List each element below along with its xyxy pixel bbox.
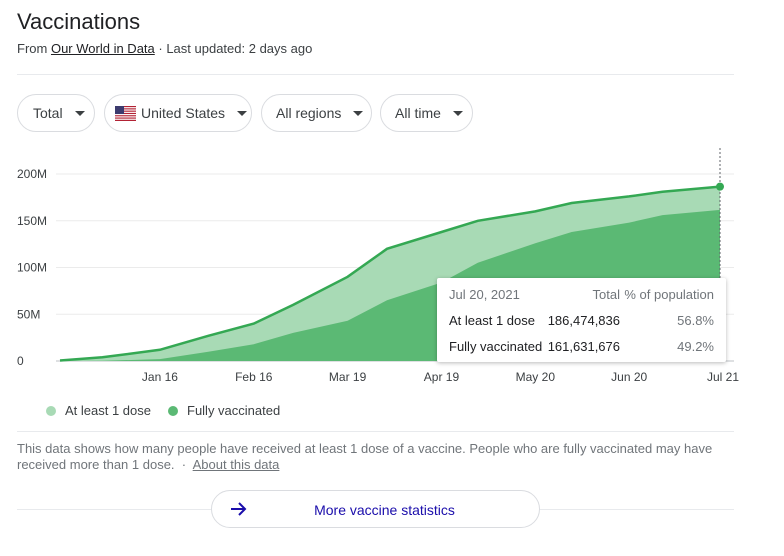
- tooltip-row-total: 186,474,836: [547, 313, 620, 328]
- x-tick-label: Jul 21: [707, 370, 739, 384]
- description-separator: ·: [181, 457, 187, 472]
- metric-dropdown-label: Total: [33, 105, 63, 121]
- y-tick-label: 150M: [17, 214, 47, 228]
- region-dropdown[interactable]: All regions: [261, 94, 372, 132]
- tooltip-row-pct: 56.8%: [677, 313, 714, 328]
- source-link[interactable]: Our World in Data: [50, 41, 155, 56]
- y-tick-label: 100M: [17, 261, 47, 275]
- legend-dot-icon: [168, 405, 178, 416]
- tooltip-row-total: 161,631,676: [547, 339, 620, 354]
- time-range-dropdown[interactable]: All time: [380, 94, 473, 132]
- region-dropdown-label: All regions: [276, 105, 342, 121]
- legend-label: Fully vaccinated: [187, 403, 281, 418]
- tooltip-total-header: Total: [592, 287, 620, 302]
- more-button-label: More vaccine statistics: [314, 502, 455, 518]
- x-tick-label: Jun 20: [611, 370, 647, 384]
- legend-item-full[interactable]: Fully vaccinated: [168, 403, 280, 418]
- y-tick-label: 50M: [17, 307, 40, 321]
- tooltip-date: Jul 20, 2021: [449, 287, 520, 302]
- tooltip-row-pct: 49.2%: [677, 339, 714, 354]
- country-dropdown-label: United States: [141, 105, 226, 121]
- arrow-right-icon: [231, 502, 247, 516]
- chart-legend: At least 1 dose Fully vaccinated: [46, 403, 297, 418]
- y-tick-label: 0: [17, 354, 24, 368]
- series-line-dose1: [59, 185, 721, 362]
- header-divider: [17, 74, 734, 75]
- data-description: This data shows how many people have rec…: [17, 441, 732, 473]
- time-range-dropdown-label: All time: [395, 105, 441, 121]
- legend-dot-icon: [46, 405, 56, 416]
- y-tick-label: 200M: [17, 167, 47, 181]
- page-title: Vaccinations: [17, 9, 141, 34]
- legend-label: At least 1 dose: [65, 403, 151, 418]
- metric-dropdown[interactable]: Total: [17, 94, 95, 132]
- tooltip-header: Jul 20, 2021 Total % of population: [449, 287, 714, 307]
- chart-tooltip: Jul 20, 2021 Total % of population At le…: [437, 278, 726, 362]
- legend-item-dose1[interactable]: At least 1 dose: [46, 403, 151, 418]
- x-tick-label: Feb 16: [235, 370, 273, 384]
- tooltip-row-label: Fully vaccinated: [449, 339, 543, 354]
- x-tick-label: Mar 19: [329, 370, 367, 384]
- description-text: This data shows how many people have rec…: [17, 441, 713, 472]
- about-data-link[interactable]: About this data: [192, 457, 280, 472]
- more-vaccine-statistics-button[interactable]: More vaccine statistics: [211, 490, 540, 528]
- x-tick-label: Apr 19: [424, 370, 460, 384]
- chevron-down-icon: [353, 110, 364, 116]
- chevron-down-icon: [237, 110, 248, 116]
- tooltip-row-dose1: At least 1 dose 186,474,836 56.8%: [449, 313, 714, 333]
- tooltip-row-full: Fully vaccinated 161,631,676 49.2%: [449, 339, 714, 359]
- source-prefix: From: [17, 41, 48, 56]
- us-flag-icon: [115, 105, 136, 121]
- country-dropdown[interactable]: United States: [104, 94, 252, 132]
- source-line: From Our World in Data · Last updated: 2…: [17, 41, 312, 56]
- chevron-down-icon: [74, 110, 85, 116]
- tooltip-pct-header: % of population: [624, 287, 714, 302]
- last-updated: · Last updated: 2 days ago: [158, 41, 313, 56]
- tooltip-row-label: At least 1 dose: [449, 313, 535, 328]
- hover-point: [716, 182, 724, 191]
- legend-divider: [17, 431, 734, 432]
- chevron-down-icon: [452, 110, 463, 116]
- x-tick-label: Jan 16: [142, 370, 178, 384]
- x-tick-label: May 20: [516, 370, 556, 384]
